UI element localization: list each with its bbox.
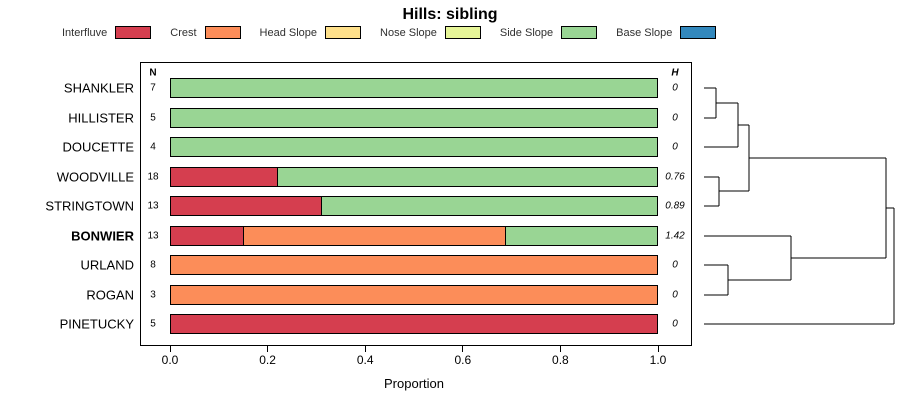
legend-item-label: Nose Slope bbox=[380, 26, 437, 39]
bar-segment bbox=[171, 138, 657, 156]
x-tick-mark bbox=[267, 346, 269, 352]
bar-segment bbox=[171, 285, 657, 304]
bar bbox=[170, 225, 658, 246]
bar bbox=[170, 284, 658, 305]
bar-segment bbox=[171, 108, 657, 127]
category-label: WOODVILLE bbox=[56, 169, 134, 184]
n-value: 13 bbox=[147, 200, 159, 212]
legend: Interfluve Crest Head Slope Nose Slope Side … bbox=[62, 26, 717, 39]
category-label: HILLISTER bbox=[68, 110, 134, 125]
bar bbox=[170, 314, 658, 334]
bar bbox=[170, 137, 658, 157]
h-value: 0.89 bbox=[665, 200, 685, 212]
x-tick-mark bbox=[657, 346, 659, 352]
n-column-header: N bbox=[149, 67, 157, 79]
x-tick-label: 0.2 bbox=[259, 353, 276, 367]
bar-segment bbox=[171, 315, 657, 333]
bar-segment bbox=[506, 226, 657, 245]
h-value: 0 bbox=[672, 112, 678, 123]
bar-segment bbox=[171, 256, 657, 274]
legend-item-label: Base Slope bbox=[616, 26, 673, 39]
x-tick-mark bbox=[364, 346, 366, 352]
x-tick-mark bbox=[559, 346, 561, 352]
x-tick-label: 0.6 bbox=[454, 353, 472, 367]
bar-segment bbox=[171, 79, 657, 97]
legend-item-label: Side Slope bbox=[499, 26, 554, 39]
legend-swatch bbox=[115, 26, 152, 39]
bar-segment bbox=[243, 226, 507, 245]
legend-item: Head Slope bbox=[260, 26, 362, 39]
n-value: 3 bbox=[150, 289, 156, 300]
n-value: 5 bbox=[150, 112, 156, 123]
bar-segment bbox=[171, 167, 278, 186]
bar-segment bbox=[277, 167, 657, 186]
legend-item: Crest bbox=[170, 26, 241, 39]
h-value: 0 bbox=[672, 289, 678, 300]
bar bbox=[170, 255, 658, 275]
category-label: STRINGTOWN bbox=[45, 198, 134, 214]
x-tick-mark bbox=[169, 346, 171, 352]
h-value: 0.76 bbox=[665, 171, 685, 182]
category-label: SHANKLER bbox=[63, 80, 134, 96]
x-axis-label: Proportion bbox=[384, 376, 444, 391]
x-tick-label: 1.0 bbox=[649, 353, 667, 367]
legend-item-label: Crest bbox=[170, 26, 197, 39]
category-label: ROGAN bbox=[86, 287, 134, 302]
bar bbox=[170, 166, 658, 187]
x-tick-mark bbox=[462, 346, 464, 352]
x-tick-label: 0.0 bbox=[161, 353, 179, 367]
bar bbox=[170, 196, 658, 216]
legend-item: Side Slope bbox=[499, 26, 598, 39]
legend-swatch bbox=[325, 26, 362, 39]
category-label: URLAND bbox=[80, 257, 134, 273]
legend-item: Base Slope bbox=[616, 26, 717, 39]
legend-item-label: Head Slope bbox=[259, 26, 318, 39]
legend-swatch bbox=[204, 26, 241, 39]
category-label: PINETUCKY bbox=[59, 316, 134, 332]
x-tick-label: 0.4 bbox=[356, 353, 374, 367]
h-value: 1.42 bbox=[665, 230, 685, 241]
n-value: 18 bbox=[147, 171, 159, 182]
n-value: 7 bbox=[150, 82, 156, 94]
bar-segment bbox=[171, 197, 322, 215]
bar-segment bbox=[321, 197, 657, 215]
legend-item-label: Interfluve bbox=[62, 26, 108, 39]
x-tick-label: 0.8 bbox=[552, 353, 569, 367]
n-value: 8 bbox=[150, 259, 156, 271]
bar bbox=[170, 107, 658, 128]
n-value: 5 bbox=[150, 318, 156, 330]
bar bbox=[170, 78, 658, 98]
legend-item: Nose Slope bbox=[380, 26, 481, 39]
legend-item: Interfluve bbox=[62, 26, 152, 39]
h-value: 0 bbox=[672, 259, 678, 271]
legend-swatch bbox=[680, 26, 717, 39]
bar-segment bbox=[171, 226, 244, 245]
n-value: 13 bbox=[147, 230, 159, 241]
legend-swatch bbox=[561, 26, 598, 39]
chart-title: Hills: sibling bbox=[402, 6, 498, 23]
legend-swatch bbox=[444, 26, 481, 39]
h-column-header: H bbox=[671, 67, 679, 79]
h-value: 0 bbox=[672, 318, 678, 330]
category-label: BONWIER bbox=[71, 228, 134, 243]
h-value: 0 bbox=[672, 82, 678, 94]
n-value: 4 bbox=[150, 141, 156, 153]
category-label: DOUCETTE bbox=[62, 139, 135, 155]
h-value: 0 bbox=[672, 141, 678, 153]
